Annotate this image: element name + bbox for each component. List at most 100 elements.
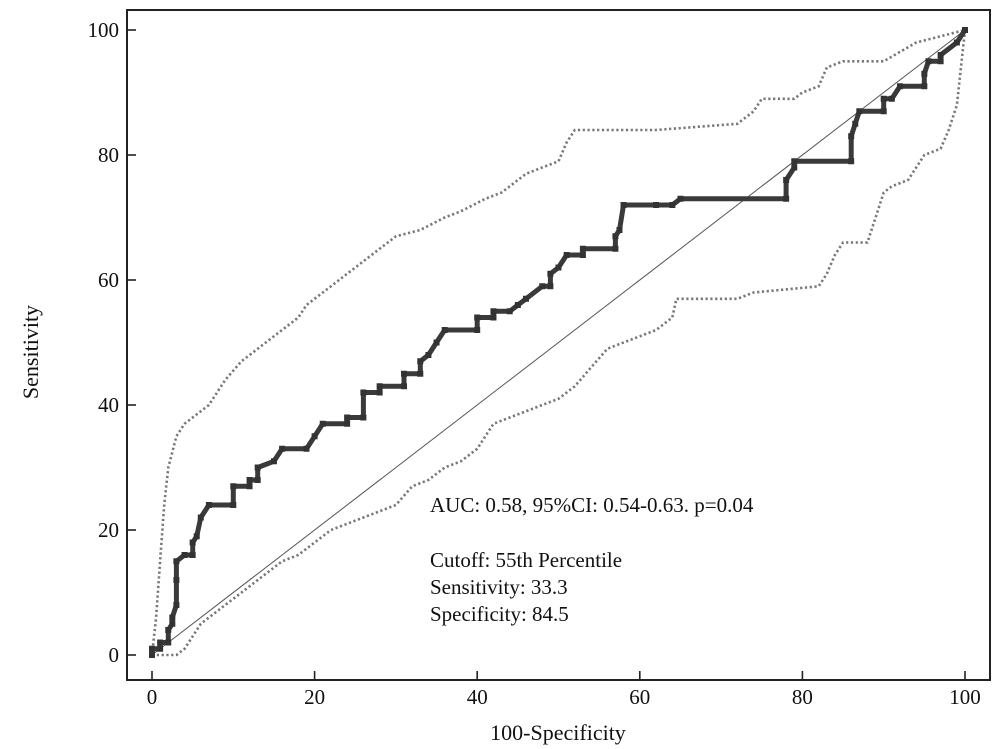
roc-point	[921, 83, 928, 90]
roc-point	[669, 202, 676, 208]
roc-point	[616, 227, 623, 233]
roc-point	[783, 177, 790, 183]
roc-point	[791, 158, 798, 165]
roc-point	[612, 233, 619, 240]
roc-point	[157, 645, 164, 652]
roc-point	[880, 95, 887, 102]
y-tick-label: 100	[88, 18, 120, 42]
series-layer	[149, 27, 968, 658]
roc-point	[311, 433, 318, 440]
x-tick-label: 60	[629, 685, 650, 709]
roc-point	[401, 370, 408, 377]
roc-point	[246, 477, 253, 483]
roc-point	[401, 383, 408, 390]
roc-point	[303, 445, 310, 452]
roc-point	[888, 95, 895, 102]
roc-point	[539, 283, 546, 290]
annotation-sensitivity: Sensitivity: 33.3	[430, 575, 568, 599]
roc-point	[193, 533, 200, 540]
roc-point	[474, 327, 481, 333]
roc-point	[189, 552, 196, 558]
y-tick-label: 80	[98, 143, 119, 167]
roc-point	[173, 577, 180, 583]
roc-point	[230, 502, 237, 508]
roc-point	[417, 358, 424, 365]
series-line-ci-lower	[152, 29, 967, 657]
y-tick-label: 60	[98, 268, 119, 292]
axis-ticks: 0 20 40 60 80 100 0 20 40 60 80 100	[88, 18, 981, 709]
roc-point	[848, 133, 855, 140]
roc-point	[197, 514, 204, 521]
roc-point	[205, 502, 212, 508]
roc-point	[921, 70, 928, 77]
roc-point	[937, 58, 944, 65]
x-tick-label: 0	[147, 685, 158, 709]
roc-point	[425, 352, 432, 358]
x-tick-label: 100	[949, 685, 981, 709]
roc-point	[653, 202, 660, 208]
roc-point	[563, 252, 570, 258]
y-tick-label: 0	[109, 643, 120, 667]
roc-point	[230, 483, 237, 490]
roc-point	[490, 314, 497, 321]
roc-point	[360, 414, 367, 421]
roc-point	[246, 483, 253, 490]
x-tick-label: 80	[792, 685, 813, 709]
roc-point	[254, 464, 261, 471]
roc-point	[149, 652, 155, 658]
roc-point	[506, 308, 513, 315]
roc-point	[856, 108, 863, 115]
roc-point	[254, 477, 261, 483]
roc-point	[522, 295, 529, 302]
y-tick-label: 20	[98, 518, 119, 542]
annotation-auc: AUC: 0.58, 95%CI: 0.54-0.63. p=0.04	[430, 493, 754, 517]
roc-point	[937, 52, 944, 58]
roc-point	[579, 252, 586, 258]
roc-point	[344, 420, 351, 427]
roc-point	[677, 195, 684, 202]
roc-point	[612, 245, 619, 252]
roc-point	[555, 264, 562, 271]
roc-point	[441, 327, 448, 333]
x-axis-title: 100-Specificity	[490, 720, 626, 745]
roc-point	[344, 414, 351, 421]
x-tick-label: 20	[304, 685, 325, 709]
roc-point	[319, 420, 326, 427]
roc-point	[169, 620, 176, 627]
series-line-ci-upper	[150, 28, 966, 656]
roc-point	[783, 195, 790, 202]
roc-point	[169, 614, 176, 621]
roc-point	[896, 83, 903, 90]
roc-point	[360, 389, 367, 396]
roc-point	[474, 314, 481, 321]
roc-point	[433, 339, 440, 346]
roc-point	[953, 39, 960, 46]
series-line-reference	[151, 29, 966, 656]
roc-point	[189, 539, 196, 546]
roc-point	[547, 270, 554, 277]
roc-point	[852, 120, 859, 127]
x-tick-label: 40	[467, 685, 488, 709]
roc-point	[848, 158, 855, 165]
plot-frame	[126, 9, 991, 681]
roc-point	[962, 27, 968, 33]
roc-point	[880, 108, 887, 115]
roc-point	[514, 302, 521, 308]
roc-point	[157, 639, 164, 646]
roc-point	[547, 283, 554, 290]
roc-point	[165, 627, 172, 633]
annotation-cutoff: Cutoff: 55th Percentile	[430, 548, 622, 572]
roc-point	[579, 245, 586, 252]
y-axis-title: Sensitivity	[18, 305, 43, 399]
roc-point	[165, 639, 172, 646]
roc-point	[270, 458, 277, 465]
y-tick-label: 40	[98, 393, 119, 417]
roc-point	[279, 445, 286, 452]
annotation-specificity: Specificity: 84.5	[430, 602, 569, 626]
roc-point	[791, 164, 798, 171]
roc-point	[620, 202, 627, 208]
roc-point	[173, 602, 180, 608]
roc-point	[173, 558, 180, 565]
roc-point	[376, 383, 383, 390]
